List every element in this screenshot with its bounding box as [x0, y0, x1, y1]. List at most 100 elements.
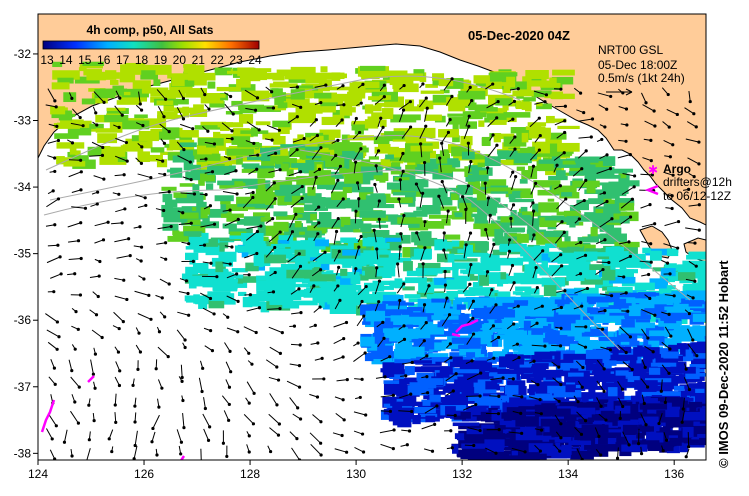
sst-pixel	[594, 373, 616, 382]
current-vector	[311, 269, 321, 277]
current-vector-head	[582, 110, 586, 115]
sst-pixel	[524, 288, 540, 295]
current-vector	[596, 359, 605, 370]
current-vector	[269, 393, 278, 406]
sst-pixel	[533, 433, 559, 443]
sst-pixel	[636, 432, 645, 439]
sst-pixel	[663, 293, 691, 299]
sst-pixel	[284, 191, 292, 202]
current-vector-head	[312, 284, 316, 288]
sst-pixel	[54, 133, 79, 139]
sst-pixel	[558, 387, 576, 393]
sst-pixel	[411, 231, 429, 243]
current-vector	[289, 431, 298, 439]
sst-pixel	[531, 354, 542, 361]
current-vector-head	[81, 124, 85, 128]
current-vector	[176, 141, 185, 150]
sst-pixel	[520, 191, 534, 199]
sst-pixel	[418, 282, 435, 293]
sst-pixel	[87, 146, 107, 157]
current-vector	[398, 101, 411, 111]
current-vector-head	[494, 451, 498, 455]
current-vector-head	[693, 241, 697, 245]
sst-pixel	[420, 188, 448, 198]
current-vector-head	[191, 259, 195, 263]
sst-pixel	[428, 353, 449, 361]
current-vector-head	[648, 296, 652, 301]
sst-pixel	[212, 284, 238, 291]
current-vector-head	[484, 228, 488, 232]
sst-pixel	[668, 344, 679, 353]
composite-title: 4h comp, p50, All Sats	[87, 23, 214, 37]
sst-pixel	[528, 165, 540, 172]
sst-pixel	[696, 431, 706, 440]
current-vector-head	[557, 365, 561, 369]
sst-pixel	[692, 325, 701, 329]
current-vector-head	[95, 202, 99, 206]
current-vector-head	[538, 133, 542, 138]
current-vector-head	[532, 209, 536, 213]
current-vector-head	[555, 163, 559, 167]
current-vector-head	[313, 323, 317, 328]
current-vector	[356, 315, 365, 327]
sst-pixel	[339, 105, 353, 116]
current-vector	[533, 90, 547, 96]
current-vector-head	[636, 442, 641, 446]
sst-pixel	[523, 251, 534, 261]
current-vector-head	[91, 372, 96, 376]
current-vector-head	[382, 83, 386, 87]
sst-pixel	[393, 114, 421, 121]
sst-pixel	[687, 397, 694, 402]
current-vector-head	[649, 260, 653, 264]
current-vector-head	[454, 372, 458, 376]
current-vector-head	[256, 153, 260, 157]
current-vector-head	[54, 105, 58, 109]
sst-pixel	[505, 100, 522, 107]
sst-pixel	[228, 84, 256, 92]
sst-pixel	[189, 253, 196, 265]
sst-pixel	[509, 397, 527, 404]
sst-pixel	[534, 151, 553, 157]
current-vector-head	[142, 277, 146, 281]
sst-pixel	[433, 267, 443, 274]
sst-pixel	[292, 138, 314, 148]
sst-pixel	[454, 212, 463, 218]
colorbar-tick-label: 19	[154, 53, 168, 67]
current-vector	[664, 221, 679, 227]
sst-pixel	[200, 93, 224, 104]
sst-pixel	[473, 156, 496, 166]
current-vector	[114, 238, 129, 243]
current-vector-head	[183, 338, 187, 342]
sst-pixel	[243, 216, 265, 226]
current-vector	[551, 307, 562, 311]
sst-pixel	[134, 114, 148, 119]
current-vector	[72, 108, 81, 118]
current-vector-head	[584, 325, 588, 329]
sst-pixel	[520, 373, 531, 380]
sst-pixel	[390, 170, 410, 175]
current-vector	[246, 381, 255, 394]
sst-pixel	[644, 378, 672, 383]
current-vector-head	[230, 137, 234, 141]
sst-pixel	[648, 367, 661, 375]
current-vector	[683, 377, 690, 390]
current-vector-head	[341, 84, 345, 88]
sst-pixel	[240, 233, 264, 242]
current-vector-head	[643, 365, 647, 369]
sst-pixel	[569, 167, 583, 174]
current-vector-head	[485, 270, 490, 274]
sst-pixel	[556, 241, 583, 248]
current-vector-head	[603, 238, 607, 242]
sst-pixel	[240, 130, 269, 134]
current-vector	[268, 376, 279, 381]
current-vector	[687, 121, 697, 128]
sst-pixel	[454, 297, 474, 303]
sst-pixel	[639, 403, 668, 410]
current-vector-head	[275, 365, 279, 369]
sst-pixel	[326, 86, 353, 91]
current-vector-head	[602, 367, 606, 371]
currents-info: NRT00 GSL 05-Dec 18:00Z 0.5m/s (1kt 24h)	[598, 43, 685, 96]
sst-pixel	[321, 116, 337, 126]
sst-pixel	[618, 173, 630, 183]
current-vector-head	[410, 360, 414, 364]
